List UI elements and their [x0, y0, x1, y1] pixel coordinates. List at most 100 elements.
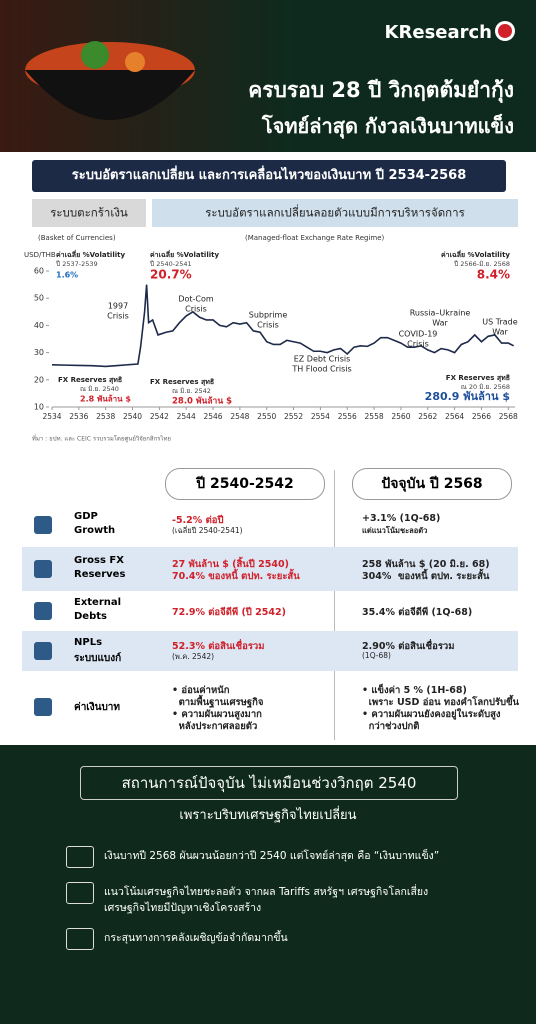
row-label: ค่าเงินบาท	[74, 702, 120, 713]
volatility-period: ปี 2537-2539	[55, 260, 97, 268]
row-label: ระบบแบงก์	[74, 653, 122, 664]
x-tick-label: 2536	[69, 412, 88, 421]
row-icon	[34, 516, 52, 534]
cell-text: 258 พันล้าน $ (20 มิ.ย. 68)	[362, 559, 490, 570]
event-label: TH Flood Crisis	[291, 365, 351, 374]
point-icon	[66, 928, 94, 950]
volatility-label: ค่าเฉลี่ย %Volatility	[150, 249, 219, 259]
point-text: เศรษฐกิจไทยมีปัญหาเชิงโครงสร้าง	[104, 902, 262, 914]
x-tick-label: 2546	[203, 412, 222, 421]
volatility-value: 8.4%	[477, 268, 510, 282]
header: KResearch ครบรอบ 28 ปี วิกฤตต้มยำกุ้ง โจ…	[0, 0, 536, 152]
cell-text: • แข็งค่า 5 % (1H-68)	[362, 685, 467, 696]
cell-text: • ความผันผวนสูงมาก	[172, 709, 262, 720]
point-text: แนวโน้มเศรษฐกิจไทยชะลอตัว จากผล Tariffs …	[104, 886, 429, 898]
point-text: เงินบาทปี 2568 ผันผวนน้อยกว่าปี 2540 แต่…	[104, 850, 440, 862]
y-tick-label: 40	[34, 321, 44, 330]
event-label: War	[492, 328, 508, 337]
x-tick-label: 2562	[418, 412, 437, 421]
y-tick-label: 20	[34, 375, 44, 384]
regime-tab	[152, 199, 518, 227]
regime-name: ระบบตะกร้าเงิน	[50, 206, 128, 220]
reserves-value: 280.9 พันล้าน $	[425, 390, 510, 403]
row-label: Debts	[74, 611, 107, 622]
cell-text: (1Q-68)	[362, 651, 391, 660]
event-label: Crisis	[257, 321, 279, 330]
cell-text: +3.1% (1Q-68)	[362, 513, 441, 524]
event-label: Crisis	[107, 312, 129, 321]
x-tick-label: 2552	[284, 412, 303, 421]
reserves-date: ณ 20 มิ.ย. 2568	[461, 383, 510, 391]
table-header: ปี 2540-2542	[165, 468, 325, 500]
volatility-label: ค่าเฉลี่ย %Volatility	[441, 249, 510, 259]
cell-text: ตามพื้นฐานเศรษฐกิจ	[172, 697, 264, 708]
y-tick-label: 60	[34, 267, 44, 276]
event-label: Dot-Com	[178, 295, 214, 304]
volatility-label: ค่าเฉลี่ย %Volatility	[56, 249, 125, 259]
x-tick-label: 2564	[445, 412, 464, 421]
cell-text: (เฉลี่ยปี 2540-2541)	[172, 526, 243, 535]
cell-text: 27 พันล้าน $ (สิ้นปี 2540)	[172, 559, 289, 570]
row-label: Growth	[74, 525, 116, 536]
y-tick-label: 30	[34, 348, 44, 357]
table-header: ปัจจุบัน ปี 2568	[352, 468, 512, 500]
event-label: 1997	[108, 302, 128, 311]
x-tick-label: 2542	[150, 412, 169, 421]
section-title: ระบบอัตราแลกเปลี่ยน และการเคลื่อนไหวของเ…	[32, 160, 506, 192]
reserves-label: FX Reserves สุทธิ	[446, 374, 510, 382]
volatility-value: 1.6%	[56, 271, 78, 280]
reserves-value: 28.0 พันล้าน $	[172, 396, 232, 407]
row-icon	[34, 642, 52, 660]
regime-note: (Basket of Currencies)	[38, 234, 116, 242]
regime-tab	[32, 199, 146, 227]
x-tick-label: 2548	[230, 412, 249, 421]
cell-text: 70.4% ของหนี้ ตปท. ระยะสั้น	[172, 571, 300, 582]
x-tick-label: 2560	[391, 412, 410, 421]
event-label: Crisis	[185, 305, 207, 314]
title-line2: โจทย์ล่าสุด กังวลเงินบาทแข็ง	[261, 114, 514, 138]
point-icon	[66, 846, 94, 868]
cell-text: (พ.ค. 2542)	[172, 652, 215, 661]
y-tick-label: 10	[34, 403, 44, 412]
x-tick-label: 2566	[472, 412, 491, 421]
cell-text: 304% ของหนี้ ตปท. ระยะสั้น	[362, 571, 490, 582]
cell-text: • อ่อนค่าหนัก	[172, 685, 230, 696]
regime-note: (Managed-float Exchange Rate Regime)	[245, 234, 385, 242]
event-label: COVID-19	[399, 330, 438, 339]
cell-text: -5.2% ต่อปี	[172, 515, 224, 526]
x-tick-label: 2568	[499, 412, 518, 421]
cell-text: เพราะ USD อ่อน ทองคำโลกปรับขึ้น	[362, 697, 520, 708]
x-tick-label: 2550	[257, 412, 276, 421]
cell-text: 72.9% ต่อจีดีพี (ปี 2542)	[172, 607, 286, 618]
y-tick-label: 50	[34, 294, 44, 303]
volatility-period: ปี 2566-มิ.ย. 2568	[454, 260, 510, 268]
reserves-date: ณ มิ.ย. 2540	[80, 385, 119, 393]
table-row: GDP Growth -5.2% ต่อปี (เฉลี่ยปี 2540-2541)…	[22, 505, 518, 545]
table-row: External Debts 72.9% ต่อจีดีพี (ปี 2542) 35…	[22, 593, 518, 629]
bowl-art	[25, 41, 195, 120]
table-row: ค่าเงินบาท • อ่อนค่าหนัก ตามพื้นฐานเศรษฐก…	[22, 673, 520, 741]
event-label: Subprime	[249, 311, 288, 320]
y-axis-label: USD/THB	[24, 251, 56, 259]
row-label: NPLs	[74, 637, 103, 648]
x-tick-label: 2554	[311, 412, 330, 421]
row-icon	[34, 698, 52, 716]
event-label: Russia–Ukraine	[410, 309, 471, 318]
point-icon	[66, 882, 94, 904]
cell-text: กว่าช่วงปกติ	[362, 721, 420, 732]
row-label: Reserves	[74, 569, 126, 580]
x-tick-label: 2556	[338, 412, 357, 421]
reserves-value: 2.8 พันล้าน $	[80, 394, 131, 404]
brand: KResearch	[384, 22, 492, 43]
event-label: US Trade	[482, 318, 517, 327]
reserves-date: ณ มิ.ย. 2542	[172, 387, 211, 395]
event-label: EZ Debt Crisis	[294, 355, 351, 364]
volatility-value: 20.7%	[150, 268, 192, 282]
table-row: Gross FX Reserves 27 พันล้าน $ (สิ้นปี 254…	[22, 547, 518, 591]
x-tick-label: 2538	[96, 412, 115, 421]
x-tick-label: 2558	[365, 412, 384, 421]
row-icon	[34, 602, 52, 620]
row-icon	[34, 560, 52, 578]
footer-subheadline: เพราะบริบทเศรษฐกิจไทยเปลี่ยน	[179, 808, 357, 823]
